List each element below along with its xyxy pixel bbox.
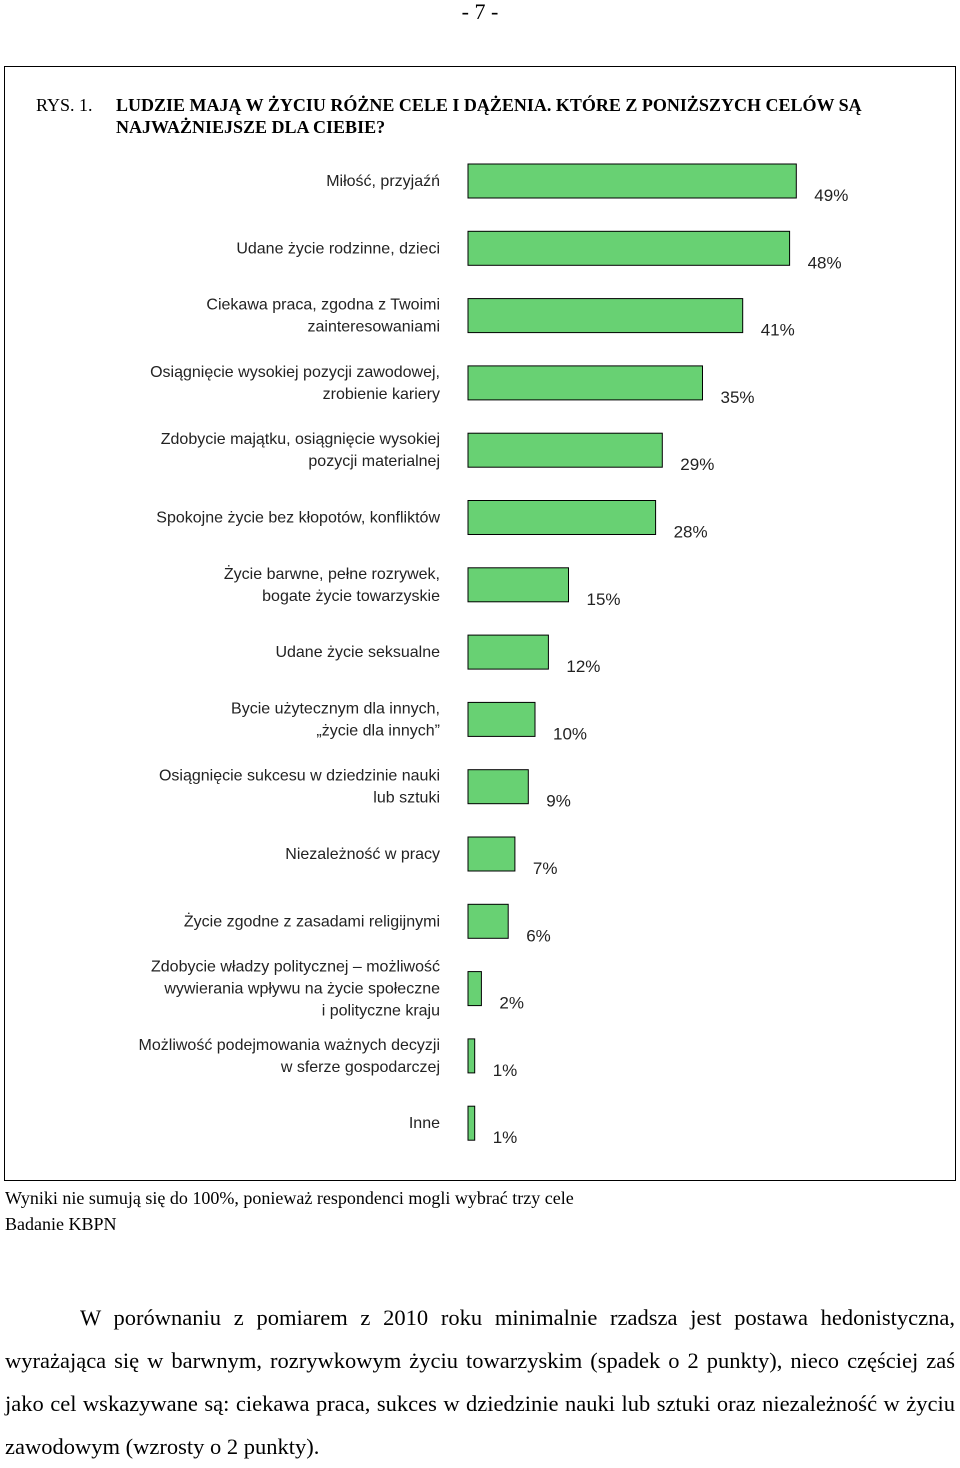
value-label-5: 29% [680,455,714,474]
bar-13 [467,971,482,1007]
category-label-15: Inne [409,1115,440,1132]
category-label-7: Życie barwne, pełne rozrywek, bogate życi… [224,564,440,605]
body-paragraph: W porównaniu z pomiarem z 2010 roku mini… [5,1305,955,1459]
bar-14 [467,1038,476,1074]
value-label-7: 15% [587,590,621,609]
value-label-2: 48% [808,253,842,272]
category-label-12: Życie zgodne z zasadami religijnymi [184,911,440,930]
category-label-line: Osiągnięcie sukcesu w dziedzinie nauki [159,768,440,785]
bar-9 [467,701,536,737]
value-label-11: 7% [533,859,558,878]
bar-2 [467,230,791,266]
category-label-11: Niezależność w pracy [285,846,440,863]
bar-chart: 49% Miłość, przyjaźń 48% Udane życie rodzin… [139,163,848,1147]
category-label-4: Osiągnięcie wysokiej pozycji zawodowej, z… [150,364,440,403]
bar-12 [467,903,509,939]
bar-15 [467,1105,476,1141]
category-label-14: Możliwość podejmowania ważnych decyzji w … [139,1037,440,1076]
category-label-10: Osiągnięcie sukcesu w dziedzinie nauki lu… [159,768,440,807]
category-label-line: i polityczne kraju [322,1003,440,1020]
category-label-8: Udane życie seksualne [275,644,440,661]
value-label-1: 49% [814,186,848,205]
category-label-line: Osiągnięcie wysokiej pozycji zawodowej, [150,364,440,381]
category-label-line: w sferze gospodarczej [280,1059,440,1076]
category-label-line: Udane życie rodzinne, dzieci [236,240,440,257]
bar-4 [467,365,703,401]
category-label-line: lub sztuki [373,790,440,807]
bar-11 [467,836,516,872]
category-label-line: Ciekawa praca, zgodna z Twoimi [206,297,440,314]
bar-6 [467,500,657,535]
value-label-8: 12% [566,657,600,676]
value-label-3: 41% [761,321,795,340]
category-label-line: Życie barwne, pełne rozrywek, [224,564,440,583]
bar-10 [467,769,529,805]
category-label-3: Ciekawa praca, zgodna z Twoimi zaintereso… [206,297,440,336]
category-label-9: Bycie użytecznym dla innych, „życie dla i… [231,700,440,739]
chart-source: Badanie KBPN [5,1214,117,1234]
figure-frame [4,66,956,1181]
category-label-13: Zdobycie władzy politycznej – możliwość w… [151,959,440,1020]
value-label-12: 6% [526,926,551,945]
category-label-2: Udane życie rodzinne, dzieci [236,240,440,257]
category-label-line: Życie zgodne z zasadami religijnymi [184,911,440,930]
value-label-6: 28% [674,523,708,542]
category-label-line: Miłość, przyjaźń [326,173,440,190]
category-label-line: bogate życie towarzyskie [262,588,440,605]
category-label-line: Bycie użytecznym dla innych, [231,700,440,717]
value-label-13: 2% [499,994,524,1013]
category-label-5: Zdobycie majątku, osiągnięcie wysokiej po… [161,431,440,470]
category-label-line: Zdobycie władzy politycznej – możliwość [151,959,440,976]
bar-1 [467,163,797,199]
category-label-6: Spokojne życie bez kłopotów, konfliktów [156,510,440,527]
category-label-line: Inne [409,1115,440,1132]
category-label-line: pozycji materialnej [308,453,440,470]
value-label-4: 35% [721,388,755,407]
category-label-line: zrobienie kariery [323,386,440,403]
figure-title: LUDZIE MAJĄ W ŻYCIU RÓŻNE CELE I DĄŻENIA… [116,95,862,137]
page-number: - 7 - [461,0,499,24]
bar-7 [467,567,569,603]
value-label-9: 10% [553,724,587,743]
category-label-line: Niezależność w pracy [285,846,440,863]
bar-5 [467,432,663,468]
value-label-15: 1% [493,1128,518,1147]
value-label-10: 9% [546,792,571,811]
bar-8 [467,634,549,670]
category-label-line: Zdobycie majątku, osiągnięcie wysokiej [161,431,440,448]
category-label-1: Miłość, przyjaźń [326,173,440,190]
category-label-line: Spokojne życie bez kłopotów, konfliktów [156,510,440,527]
category-label-line: Możliwość podejmowania ważnych decyzji [139,1037,440,1054]
figure-number: RYS. 1. [36,95,93,115]
category-label-line: „życie dla innych” [316,722,440,739]
value-label-14: 1% [493,1061,518,1080]
category-label-line: zainteresowaniami [307,319,440,336]
category-label-line: wywierania wpływu na życie społeczne [163,981,440,998]
bar-3 [467,298,744,334]
category-label-line: Udane życie seksualne [275,644,440,661]
chart-note: Wyniki nie sumują się do 100%, ponieważ … [5,1188,574,1208]
